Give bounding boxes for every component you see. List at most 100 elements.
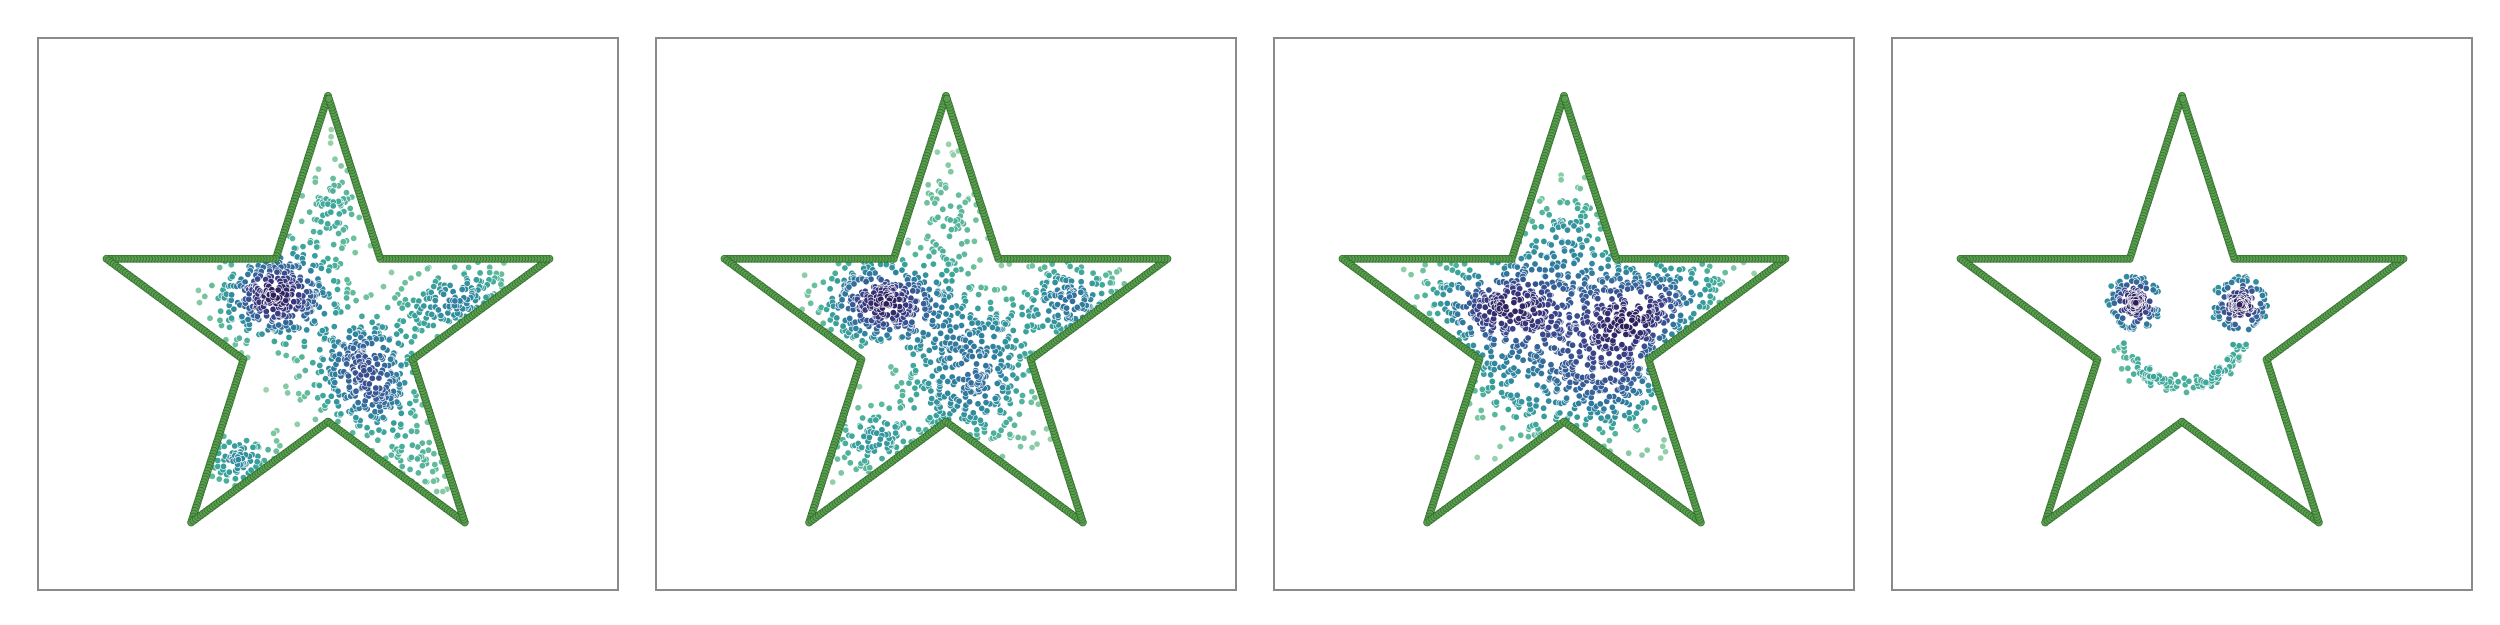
data-point bbox=[1592, 327, 1600, 335]
data-point bbox=[1540, 237, 1548, 245]
data-point bbox=[406, 399, 414, 407]
data-point bbox=[1644, 280, 1652, 288]
data-point bbox=[231, 475, 239, 483]
data-point bbox=[407, 338, 415, 346]
data-point bbox=[990, 332, 998, 340]
data-point bbox=[1089, 269, 1097, 277]
data-point bbox=[406, 465, 414, 473]
data-point bbox=[961, 198, 969, 206]
data-point bbox=[811, 281, 819, 289]
data-point bbox=[1650, 404, 1658, 412]
data-point bbox=[1517, 431, 1525, 439]
data-point bbox=[966, 398, 974, 406]
data-point bbox=[1478, 385, 1486, 393]
data-point bbox=[1510, 364, 1518, 372]
data-point bbox=[1491, 359, 1499, 367]
data-point bbox=[329, 202, 337, 210]
data-point bbox=[1023, 322, 1031, 330]
data-point bbox=[431, 461, 439, 469]
data-point bbox=[993, 379, 1001, 387]
plot-frame bbox=[1273, 37, 1855, 591]
data-point bbox=[345, 383, 353, 391]
data-point bbox=[401, 432, 409, 440]
data-point bbox=[1459, 318, 1467, 326]
data-point bbox=[398, 304, 406, 312]
data-point bbox=[307, 267, 315, 275]
data-point bbox=[952, 266, 960, 274]
data-point bbox=[1703, 267, 1711, 275]
data-point bbox=[978, 337, 986, 345]
data-point bbox=[1580, 337, 1588, 345]
data-point bbox=[1528, 217, 1536, 225]
data-point bbox=[858, 337, 866, 345]
data-point bbox=[206, 314, 214, 322]
data-point bbox=[1620, 350, 1628, 358]
data-point bbox=[1524, 334, 1532, 342]
data-point bbox=[1566, 410, 1574, 418]
data-point bbox=[344, 303, 352, 311]
data-point bbox=[1565, 313, 1573, 321]
data-point bbox=[367, 412, 375, 420]
data-point bbox=[838, 302, 846, 310]
data-point bbox=[247, 466, 255, 474]
data-point bbox=[299, 243, 307, 251]
data-point bbox=[362, 293, 370, 301]
data-point bbox=[967, 379, 975, 387]
data-point bbox=[934, 213, 942, 221]
data-point bbox=[1015, 410, 1023, 418]
data-point bbox=[891, 423, 899, 431]
data-point bbox=[201, 292, 209, 300]
data-point bbox=[311, 178, 319, 186]
data-point bbox=[316, 361, 324, 369]
data-point bbox=[1574, 272, 1582, 280]
data-point bbox=[225, 468, 233, 476]
data-point bbox=[1466, 324, 1474, 332]
data-point bbox=[398, 443, 406, 451]
data-point bbox=[819, 278, 827, 286]
data-point bbox=[943, 333, 951, 341]
data-point bbox=[390, 419, 398, 427]
data-point bbox=[258, 330, 266, 338]
data-point bbox=[837, 469, 845, 477]
data-point bbox=[925, 379, 933, 387]
data-point bbox=[968, 319, 976, 327]
data-point bbox=[335, 230, 343, 238]
data-point bbox=[363, 424, 371, 432]
data-point bbox=[1524, 433, 1532, 441]
data-point bbox=[1474, 280, 1482, 288]
data-point bbox=[1641, 417, 1649, 425]
data-point bbox=[968, 352, 976, 360]
data-point bbox=[319, 392, 327, 400]
data-point bbox=[1556, 198, 1564, 206]
data-point bbox=[394, 431, 402, 439]
data-point bbox=[272, 447, 280, 455]
data-point bbox=[270, 429, 278, 437]
data-point bbox=[329, 187, 337, 195]
data-point bbox=[1498, 352, 1506, 360]
data-point bbox=[1629, 387, 1637, 395]
data-point bbox=[254, 275, 262, 283]
data-point bbox=[418, 439, 426, 447]
data-point bbox=[955, 397, 963, 405]
data-point bbox=[1668, 330, 1676, 338]
scatter-panel-1 bbox=[37, 37, 619, 591]
data-point bbox=[1513, 263, 1521, 271]
data-point bbox=[384, 303, 392, 311]
data-point bbox=[947, 202, 955, 210]
data-point bbox=[1567, 290, 1575, 298]
data-point bbox=[1473, 453, 1481, 461]
data-point bbox=[1545, 397, 1553, 405]
data-point bbox=[1014, 433, 1022, 441]
data-point bbox=[225, 308, 233, 316]
data-point bbox=[1608, 295, 1616, 303]
data-point bbox=[373, 313, 381, 321]
data-point bbox=[925, 346, 933, 354]
star-outline bbox=[1338, 91, 1790, 527]
data-point bbox=[311, 415, 319, 423]
data-point bbox=[401, 279, 409, 287]
data-point bbox=[1625, 449, 1633, 457]
data-point bbox=[946, 327, 954, 335]
data-point bbox=[322, 375, 330, 383]
data-point bbox=[430, 477, 438, 485]
